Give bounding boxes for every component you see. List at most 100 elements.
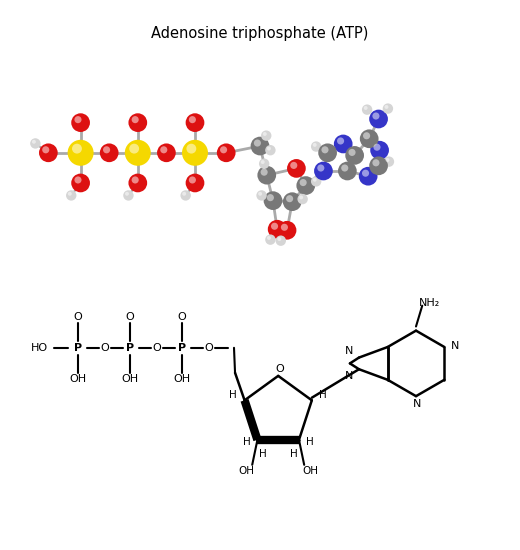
Circle shape bbox=[157, 144, 176, 162]
Text: N: N bbox=[413, 399, 422, 410]
Circle shape bbox=[337, 138, 344, 145]
Circle shape bbox=[251, 137, 269, 156]
Text: O: O bbox=[101, 343, 109, 353]
Text: O: O bbox=[74, 312, 82, 322]
Circle shape bbox=[42, 146, 49, 153]
Circle shape bbox=[271, 223, 278, 230]
Circle shape bbox=[66, 190, 76, 201]
Circle shape bbox=[180, 190, 191, 201]
Circle shape bbox=[265, 234, 276, 245]
Circle shape bbox=[125, 192, 129, 196]
Circle shape bbox=[363, 106, 368, 110]
Circle shape bbox=[334, 135, 353, 153]
Circle shape bbox=[261, 160, 265, 164]
Circle shape bbox=[370, 141, 389, 160]
Circle shape bbox=[182, 192, 186, 196]
Text: H: H bbox=[229, 390, 237, 400]
Circle shape bbox=[74, 177, 82, 184]
Circle shape bbox=[267, 194, 274, 201]
Circle shape bbox=[258, 192, 262, 196]
Circle shape bbox=[297, 194, 308, 204]
Circle shape bbox=[311, 141, 321, 152]
Text: O: O bbox=[153, 343, 161, 353]
Circle shape bbox=[186, 174, 204, 192]
Circle shape bbox=[256, 190, 267, 201]
Text: H: H bbox=[259, 449, 266, 459]
Circle shape bbox=[30, 138, 41, 149]
Circle shape bbox=[261, 169, 268, 175]
Text: N: N bbox=[451, 341, 459, 351]
Text: HO: HO bbox=[31, 343, 47, 353]
Circle shape bbox=[317, 164, 324, 172]
Text: P: P bbox=[126, 343, 134, 353]
Circle shape bbox=[189, 177, 196, 184]
Circle shape bbox=[264, 191, 282, 210]
Circle shape bbox=[267, 146, 271, 151]
Circle shape bbox=[372, 112, 380, 119]
Circle shape bbox=[385, 158, 389, 162]
Circle shape bbox=[373, 144, 381, 151]
Circle shape bbox=[372, 160, 380, 166]
Circle shape bbox=[278, 221, 296, 240]
Text: OH: OH bbox=[174, 374, 190, 384]
Circle shape bbox=[261, 130, 271, 141]
Text: P: P bbox=[178, 343, 186, 353]
Text: Adenosine triphosphate (ATP): Adenosine triphosphate (ATP) bbox=[151, 26, 369, 41]
Circle shape bbox=[160, 146, 167, 153]
Circle shape bbox=[189, 116, 196, 123]
Text: P: P bbox=[74, 343, 82, 353]
Text: OH: OH bbox=[303, 466, 318, 476]
Circle shape bbox=[296, 176, 315, 195]
Text: NH₂: NH₂ bbox=[419, 298, 439, 308]
Circle shape bbox=[128, 174, 147, 192]
Circle shape bbox=[360, 129, 379, 148]
Circle shape bbox=[123, 190, 134, 201]
Circle shape bbox=[276, 235, 286, 246]
Text: O: O bbox=[205, 343, 213, 353]
Circle shape bbox=[383, 103, 393, 114]
Circle shape bbox=[263, 132, 267, 136]
Text: O: O bbox=[126, 312, 134, 322]
Circle shape bbox=[72, 144, 82, 153]
Circle shape bbox=[71, 174, 90, 192]
Circle shape bbox=[129, 144, 139, 153]
Circle shape bbox=[254, 140, 261, 147]
Text: O: O bbox=[178, 312, 186, 322]
Text: OH: OH bbox=[70, 374, 86, 384]
Circle shape bbox=[290, 162, 297, 169]
Circle shape bbox=[268, 220, 287, 239]
Text: N: N bbox=[344, 371, 353, 381]
Circle shape bbox=[217, 144, 236, 162]
Text: H: H bbox=[319, 390, 327, 400]
Circle shape bbox=[321, 146, 329, 153]
Circle shape bbox=[100, 144, 119, 162]
Circle shape bbox=[125, 140, 151, 166]
Circle shape bbox=[313, 178, 317, 182]
Circle shape bbox=[265, 145, 276, 156]
Circle shape bbox=[314, 162, 333, 180]
Text: N: N bbox=[344, 346, 353, 356]
Circle shape bbox=[281, 224, 288, 231]
Circle shape bbox=[259, 158, 269, 169]
Circle shape bbox=[338, 162, 357, 180]
Circle shape bbox=[186, 113, 204, 132]
Circle shape bbox=[257, 166, 276, 184]
Circle shape bbox=[359, 167, 378, 185]
Circle shape bbox=[186, 144, 197, 153]
Circle shape bbox=[318, 144, 337, 162]
Text: H: H bbox=[290, 449, 297, 459]
Circle shape bbox=[345, 146, 364, 165]
Circle shape bbox=[68, 140, 94, 166]
Circle shape bbox=[287, 159, 306, 178]
Circle shape bbox=[369, 156, 388, 175]
Circle shape bbox=[128, 113, 147, 132]
Circle shape bbox=[311, 176, 321, 186]
Circle shape bbox=[362, 169, 369, 177]
Circle shape bbox=[103, 146, 110, 153]
Circle shape bbox=[299, 195, 303, 200]
Circle shape bbox=[384, 105, 388, 109]
Text: OH: OH bbox=[238, 466, 254, 476]
Circle shape bbox=[220, 146, 227, 153]
Circle shape bbox=[283, 192, 302, 211]
Circle shape bbox=[32, 140, 36, 144]
